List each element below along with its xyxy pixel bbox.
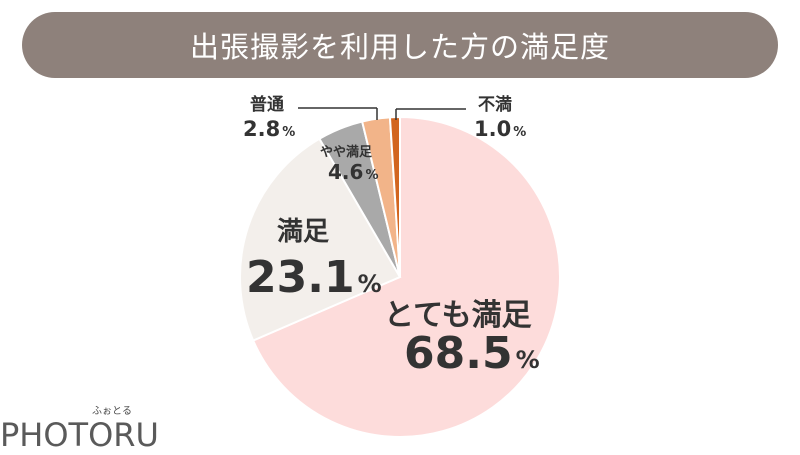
logo-kana: ふぉとる [92,406,132,417]
label-dissatisfied-name: 不満 [478,94,512,115]
value-somewhat: 4.6 [328,160,363,184]
logo-word: PHOTORU [0,416,159,454]
value-neutral: 2.8 [243,117,280,141]
label-satisfied-value: 23.1% [246,252,382,303]
label-satisfied-name: 満足 [277,217,329,247]
title-banner: 出張撮影を利用した方の満足度 [22,12,778,78]
label-somewhat-value: 4.6% [328,160,378,184]
chart-title: 出張撮影を利用した方の満足度 [189,30,610,64]
label-very-satisfied-value: 68.5% [404,328,540,379]
label-very-satisfied-name: とても満足 [384,298,532,333]
photoru-logo: ふぉとる PHOTORU [0,398,159,455]
unit-dissatisfied: % [513,125,526,140]
value-very-satisfied: 68.5 [404,328,513,379]
label-dissatisfied-value: 1.0% [474,117,526,141]
label-somewhat-name: やや満足 [320,144,373,160]
slice-satisfied [239,137,402,342]
unit-satisfied: % [358,270,382,298]
unit-very-satisfied: % [516,346,540,374]
label-neutral-name: 普通 [250,94,284,115]
label-neutral-value: 2.8% [243,117,295,141]
unit-neutral: % [282,125,295,140]
value-satisfied: 23.1 [246,252,355,303]
slice-dissatisfied [388,115,401,278]
slice-very-satisfied [251,115,561,438]
unit-somewhat: % [365,168,378,183]
value-dissatisfied: 1.0 [474,117,511,141]
